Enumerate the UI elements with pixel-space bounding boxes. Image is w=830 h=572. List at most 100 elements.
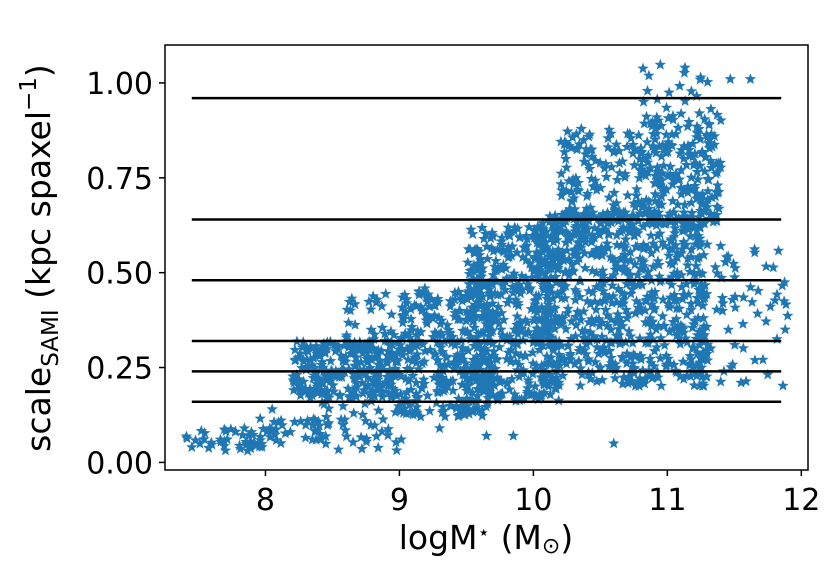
- data-point-1330: [644, 352, 656, 364]
- data-point-1883: [603, 228, 615, 240]
- data-point-505: [449, 310, 461, 322]
- data-point-1606: [642, 265, 654, 277]
- x-tick-label: 11: [648, 483, 686, 518]
- data-point-1494: [667, 323, 679, 335]
- data-point-2269: [767, 261, 779, 273]
- data-point-1714: [612, 282, 625, 294]
- data-point-541: [435, 341, 447, 353]
- data-point-932: [468, 259, 480, 271]
- data-point-333: [381, 370, 393, 382]
- data-point-622: [471, 383, 484, 394]
- data-point-339: [377, 413, 389, 425]
- data-point-1534: [538, 377, 550, 389]
- data-point-130: [368, 379, 380, 390]
- data-point-2157: [660, 218, 672, 229]
- data-point-1253: [653, 270, 666, 282]
- data-point-2165: [666, 128, 678, 140]
- data-point-1868: [586, 210, 599, 221]
- data-point-1109: [481, 301, 493, 312]
- data-point-147: [311, 380, 324, 392]
- data-point-1070: [468, 339, 480, 351]
- data-point-56: [284, 426, 297, 437]
- data-point-548: [450, 351, 462, 362]
- data-point-1887: [577, 134, 590, 145]
- data-point-1820: [620, 303, 632, 315]
- data-point-3: [195, 424, 207, 436]
- data-point-771: [531, 322, 543, 334]
- data-point-972: [476, 350, 488, 361]
- data-point-2143: [674, 147, 686, 159]
- data-point-1963: [628, 224, 640, 236]
- data-point-218: [374, 360, 386, 371]
- data-point-2163: [667, 113, 679, 125]
- data-point-1848: [569, 222, 581, 233]
- data-point-2187: [683, 143, 695, 155]
- data-point-1537: [678, 206, 690, 218]
- data-point-1884: [630, 189, 643, 201]
- data-point-568: [407, 369, 419, 381]
- data-point-1255: [545, 230, 557, 242]
- data-point-960: [514, 231, 526, 242]
- data-point-2190: [712, 157, 724, 169]
- data-point-176: [289, 343, 301, 355]
- data-point-2259: [691, 370, 703, 381]
- data-point-368: [360, 415, 372, 426]
- data-point-28: [218, 423, 230, 435]
- x-tick-label: 12: [782, 483, 820, 518]
- data-point-1421: [688, 379, 700, 391]
- data-point-1036: [496, 263, 508, 275]
- data-point-1010: [533, 314, 546, 326]
- data-point-2202: [691, 90, 703, 101]
- data-point-183: [296, 381, 308, 393]
- data-point-577: [433, 311, 445, 323]
- data-point-1738: [541, 292, 554, 304]
- data-point-1297: [569, 284, 582, 295]
- data-point-502: [424, 343, 436, 355]
- data-point-1711: [701, 238, 713, 250]
- data-point-1367: [697, 377, 709, 389]
- data-point-383: [385, 325, 397, 337]
- data-point-2182: [655, 119, 667, 131]
- data-point-982: [501, 272, 513, 284]
- data-point-1316: [675, 281, 688, 292]
- data-point-47: [339, 424, 352, 436]
- data-point-321: [385, 388, 398, 400]
- data-point-1598: [609, 372, 621, 384]
- data-point-10: [189, 434, 202, 446]
- data-point-2225: [705, 342, 717, 354]
- data-point-900: [519, 350, 532, 362]
- data-point-694: [406, 320, 418, 332]
- data-point-1978: [607, 146, 620, 158]
- data-point-1296: [549, 271, 562, 282]
- data-point-1449: [678, 221, 691, 233]
- data-point-1462: [599, 244, 611, 256]
- data-point-1032: [487, 350, 499, 362]
- data-point-1554: [627, 357, 639, 369]
- data-point-2135: [655, 198, 668, 210]
- data-point-1652: [537, 322, 549, 334]
- data-point-1993: [708, 130, 721, 142]
- data-point-346: [389, 406, 402, 418]
- data-point-1858: [598, 162, 611, 174]
- data-point-1031: [501, 296, 514, 308]
- data-point-1443: [544, 280, 556, 292]
- data-point-1608: [593, 228, 606, 240]
- data-point-1902: [572, 183, 584, 195]
- data-point-941: [504, 355, 517, 367]
- data-point-1276: [679, 332, 692, 344]
- data-point-1573: [592, 224, 605, 236]
- data-point-1751: [550, 371, 563, 383]
- data-point-2178: [703, 133, 716, 144]
- data-point-611: [456, 378, 469, 390]
- data-point-2050: [661, 142, 673, 154]
- data-point-347: [359, 397, 371, 409]
- data-point-1650: [528, 263, 540, 275]
- data-point-351: [356, 442, 368, 454]
- data-point-30: [203, 442, 215, 453]
- data-point-1913: [565, 186, 578, 197]
- data-point-2085: [653, 206, 665, 218]
- data-point-1712: [582, 368, 595, 380]
- data-point-1750: [537, 257, 550, 269]
- data-point-1951: [566, 195, 578, 207]
